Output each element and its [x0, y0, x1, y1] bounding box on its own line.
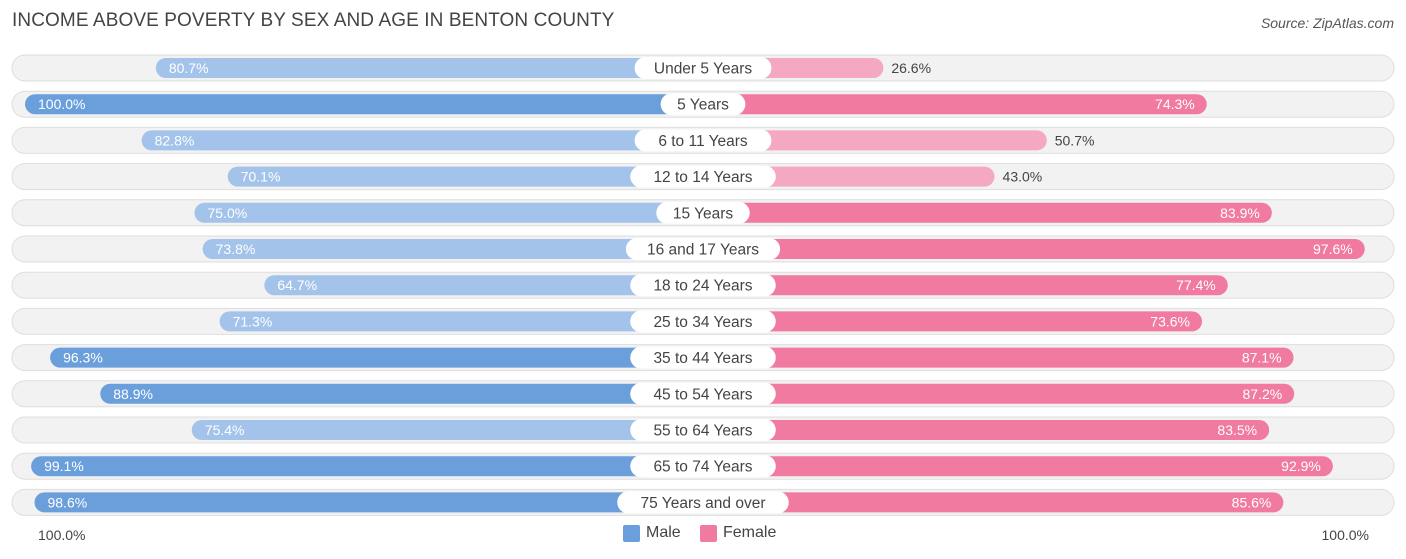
bar-female-18-to-24-years — [703, 275, 1228, 296]
label-female-under-5-years: 26.6% — [891, 60, 931, 76]
label-male-18-to-24-years: 64.7% — [277, 277, 317, 293]
label-male-35-to-44-years: 96.3% — [63, 350, 103, 366]
category-label-65-to-74-years: 65 to 74 Years — [653, 459, 752, 476]
label-female-25-to-34-years: 73.6% — [1150, 313, 1190, 329]
label-male-25-to-34-years: 71.3% — [233, 313, 273, 329]
bar-female-75-years-and-over — [703, 492, 1284, 513]
category-label-5-years: 5 Years — [677, 97, 729, 114]
label-female-65-to-74-years: 92.9% — [1281, 458, 1321, 474]
bar-male-6-to-11-years — [141, 130, 704, 151]
label-male-15-years: 75.0% — [208, 205, 248, 221]
bar-male-5-years — [25, 94, 703, 115]
bar-male-35-to-44-years — [50, 347, 703, 368]
source-label: Source: ZipAtlas.com — [1260, 15, 1394, 31]
label-female-6-to-11-years: 50.7% — [1055, 132, 1095, 148]
category-label-18-to-24-years: 18 to 24 Years — [653, 278, 752, 295]
legend-swatch-female — [700, 524, 717, 542]
chart-area: 80.7% 26.6% Under 5 Years 100.0% 74.3% 5 Year… — [11, 54, 1395, 516]
chart-title: INCOME ABOVE POVERTY BY SEX AND AGE IN B… — [12, 10, 615, 31]
label-female-15-years: 83.9% — [1220, 205, 1260, 221]
label-female-16-and-17-years: 97.6% — [1313, 241, 1353, 257]
bar-male-25-to-34-years — [219, 311, 703, 332]
bar-male-45-to-54-years — [100, 383, 704, 404]
category-pill-5-years — [660, 93, 746, 116]
category-pill-15-years — [656, 201, 750, 224]
category-label-12-to-14-years: 12 to 14 Years — [653, 169, 752, 186]
label-male-75-years-and-over: 98.6% — [47, 494, 87, 510]
category-pill-75-years-and-over — [617, 491, 789, 514]
bar-male-under-5-years — [155, 58, 703, 78]
legend-item-female: Female — [700, 524, 776, 542]
category-label-45-to-54-years: 45 to 54 Years — [653, 386, 752, 403]
category-pill-45-to-54-years — [630, 382, 776, 405]
bar-female-16-and-17-years — [703, 239, 1365, 259]
bar-male-15-years — [194, 202, 703, 223]
bar-male-12-to-14-years — [227, 166, 704, 187]
bar-female-45-to-54-years — [703, 383, 1295, 404]
label-female-18-to-24-years: 77.4% — [1176, 277, 1216, 293]
legend: Male Female — [0, 524, 1406, 544]
label-female-12-to-14-years: 43.0% — [1003, 169, 1043, 185]
bar-male-65-to-74-years — [31, 456, 704, 477]
category-label-16-and-17-years: 16 and 17 Years — [647, 242, 759, 259]
category-label-25-to-34-years: 25 to 34 Years — [653, 314, 752, 331]
category-pill-under-5-years — [634, 57, 772, 79]
axis-right-label: 100.0% — [1321, 527, 1369, 543]
label-male-55-to-64-years: 75.4% — [205, 422, 245, 438]
bar-female-12-to-14-years — [703, 166, 995, 187]
label-male-65-to-74-years: 99.1% — [44, 458, 84, 474]
bar-female-65-to-74-years — [703, 456, 1333, 477]
category-pill-12-to-14-years — [630, 165, 776, 188]
label-female-55-to-64-years: 83.5% — [1217, 422, 1257, 438]
category-pill-55-to-64-years — [630, 419, 776, 441]
category-label-55-to-64-years: 55 to 64 Years — [653, 423, 752, 440]
label-male-12-to-14-years: 70.1% — [241, 169, 281, 185]
bar-male-18-to-24-years — [264, 275, 703, 296]
legend-label-female: Female — [723, 524, 777, 541]
bar-female-15-years — [703, 202, 1272, 223]
label-female-35-to-44-years: 87.1% — [1242, 350, 1282, 366]
category-label-6-to-11-years: 6 to 11 Years — [658, 133, 748, 150]
category-label-15-years: 15 Years — [673, 205, 734, 222]
axis-left-label: 100.0% — [38, 527, 86, 543]
category-label-75-years-and-over: 75 Years and over — [641, 495, 766, 512]
category-pill-25-to-34-years — [630, 310, 776, 333]
category-pill-6-to-11-years — [634, 129, 772, 152]
label-male-5-years: 100.0% — [38, 96, 85, 112]
category-pill-65-to-74-years — [630, 455, 776, 478]
category-pill-16-and-17-years — [625, 238, 781, 260]
label-female-75-years-and-over: 85.6% — [1232, 494, 1272, 510]
bar-male-75-years-and-over — [34, 492, 703, 513]
label-male-6-to-11-years: 82.8% — [155, 132, 195, 148]
legend-label-male: Male — [646, 524, 681, 541]
label-male-45-to-54-years: 88.9% — [113, 386, 153, 402]
category-pill-35-to-44-years — [630, 346, 776, 369]
bar-female-55-to-64-years — [703, 420, 1270, 440]
label-female-45-to-54-years: 87.2% — [1243, 386, 1283, 402]
bar-male-16-and-17-years — [202, 239, 704, 259]
label-male-under-5-years: 80.7% — [169, 60, 209, 76]
bar-female-25-to-34-years — [703, 311, 1203, 332]
legend-swatch-male — [623, 524, 640, 542]
bar-female-6-to-11-years — [703, 130, 1047, 151]
label-male-16-and-17-years: 73.8% — [216, 241, 256, 257]
bar-female-35-to-44-years — [703, 347, 1294, 368]
bar-male-55-to-64-years — [191, 420, 703, 440]
category-label-35-to-44-years: 35 to 44 Years — [653, 350, 752, 367]
bar-female-5-years — [703, 94, 1207, 115]
legend-item-male: Male — [623, 524, 681, 542]
category-label-under-5-years: Under 5 Years — [654, 61, 752, 78]
label-female-5-years: 74.3% — [1155, 96, 1195, 112]
category-pill-18-to-24-years — [630, 274, 776, 297]
